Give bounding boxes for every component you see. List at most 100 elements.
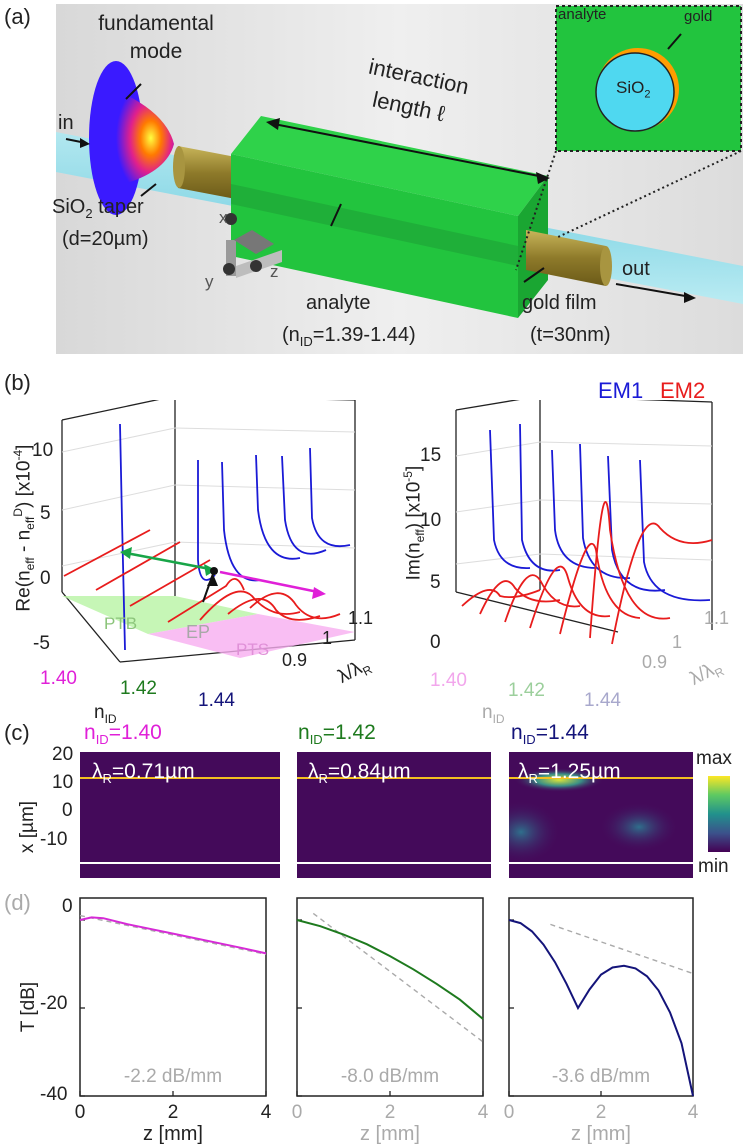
panel-a-illustration (56, 4, 743, 354)
x-tick-label: 0 (504, 1102, 515, 1123)
lambda-tick-11: 1.1 (348, 608, 374, 628)
x-axis-label-0: z [mm] (143, 1123, 203, 1145)
left-ytick-10: 10 (32, 440, 54, 461)
analyte-box-top (231, 116, 548, 216)
right-xtick-142: 1.42 (508, 680, 545, 701)
panel-c-ylabel: x [µm] (17, 800, 39, 854)
ep-label: EP (186, 622, 211, 642)
x-axis-label-2: z [mm] (571, 1123, 631, 1145)
transmission-curve-0 (79, 916, 267, 955)
x-tick-label: 2 (596, 1102, 607, 1123)
x-tick-label: 4 (261, 1102, 272, 1123)
pts-label: PTS (236, 640, 270, 659)
inset-gold-label: gold (684, 8, 713, 25)
slope-annotation-0: -2.2 dB/mm (124, 1066, 222, 1087)
panel-a-letter: (a) (4, 4, 31, 29)
panel-d-letter: (d) (4, 890, 31, 915)
panel-d-plots: 0 2 4 -2.2 dB/mm z [mm] 0 2 4 -8.0 dB/mm z [mm] 0 2… (75, 897, 699, 1145)
gold-segment-left (178, 146, 241, 200)
xtick-142: 1.42 (120, 678, 157, 699)
field-map-140 (80, 752, 280, 878)
colorbar-max: max (696, 748, 732, 769)
panel-d-ytick-20: -20 (40, 993, 68, 1014)
right-lambda-09: 0.9 (642, 652, 668, 672)
xlabel-nid: nID (94, 702, 117, 726)
em2-curves-left (63, 529, 341, 623)
left-ytick-0: 0 (40, 568, 51, 589)
colorbar-min: min (698, 856, 729, 877)
right-lambda-11: 1.1 (704, 608, 730, 628)
right-xtick-144: 1.44 (584, 690, 621, 711)
slope-annotation-2: -3.6 dB/mm (552, 1066, 650, 1087)
transmission-curve-2 (508, 919, 694, 1097)
taper-diameter: (d=20µm) (62, 228, 149, 250)
field-map-142 (297, 752, 491, 878)
right-lambda-1: 1 (672, 632, 683, 652)
x-tick-label: 2 (385, 1102, 396, 1123)
pts-region (148, 614, 355, 658)
lambda-r-144: λR=1.25µm (518, 760, 621, 787)
x-axis-label-1: z [mm] (360, 1123, 420, 1145)
analyte-box-front (231, 154, 518, 318)
panel-c-ytick-0: 0 (62, 800, 73, 821)
field-map-144 (509, 752, 693, 878)
lambda-r-140: λR=0.71µm (92, 760, 195, 787)
left-ytick-neg5: -5 (33, 633, 50, 654)
title-nid-140: nID=1.40 (84, 721, 162, 748)
em2-curves-right (461, 500, 713, 645)
slope-reference-line (79, 914, 267, 956)
panel-b-letter: (b) (4, 370, 31, 395)
ptb-label: PTB (104, 614, 138, 633)
title-nid-142: nID=1.42 (298, 721, 376, 748)
gold-segment-right (526, 230, 606, 286)
taper-label: SiO2 taper (52, 196, 144, 221)
right-ytick-5: 5 (430, 572, 441, 593)
panel-c-ytick-neg10: -10 (40, 829, 68, 850)
axis-y-label: y (205, 272, 214, 291)
right-ytick-10: 10 (420, 510, 442, 531)
ptb-region (62, 596, 258, 634)
right-ytick-0: 0 (430, 632, 441, 653)
slope-annotation-1: -8.0 dB/mm (341, 1066, 439, 1087)
x-tick-label: 4 (478, 1102, 489, 1123)
left-ytick-5: 5 (40, 503, 51, 524)
right-ytick-15: 15 (420, 445, 442, 466)
slope-reference-line (550, 923, 694, 975)
transmission-curve-1 (296, 919, 484, 1020)
inset-core-label: SiO2 (616, 78, 651, 101)
axis-x-label: x (219, 208, 228, 227)
lambda-tick-1: 1 (322, 628, 333, 648)
out-label: out (622, 258, 650, 280)
in-label: in (58, 112, 74, 134)
panel-b-3d-plots (61, 400, 713, 663)
panel-c-ytick-20: 20 (52, 744, 74, 765)
em1-curves-left (119, 423, 351, 651)
legend-em1: EM1 (598, 378, 644, 403)
lambda-r-142: λR=0.84µm (308, 760, 411, 787)
right-xtick-140: 1.40 (430, 670, 467, 691)
x-tick-label: 4 (688, 1102, 699, 1123)
x-tick-label: 0 (292, 1102, 303, 1123)
legend-em2: EM2 (660, 378, 706, 403)
lambda-tick-09: 0.9 (282, 650, 308, 670)
gold-thickness: (t=30nm) (530, 324, 611, 346)
analyte-label: analyte (306, 292, 371, 314)
gold-film-label: gold film (522, 292, 597, 314)
xtick-144: 1.44 (198, 690, 235, 711)
right-xlabel-nid: nID (482, 702, 505, 726)
fundamental-label: fundamental mode (98, 12, 214, 63)
left-ylabel: Re(neff - neffD) [x10-4] (10, 444, 38, 612)
inset-analyte-label: analyte (558, 6, 607, 23)
coordinate-triad (223, 213, 282, 278)
x-tick-label: 0 (75, 1102, 86, 1123)
colorbar (708, 776, 730, 852)
analyte-index: (nID=1.39-1.44) (282, 324, 416, 349)
x-tick-label: 2 (168, 1102, 179, 1123)
xtick-140: 1.40 (40, 668, 77, 689)
panel-c-ytick-10: 10 (52, 772, 74, 793)
axis-z-label: z (270, 262, 279, 281)
panel-d-ytick-40: -40 (40, 1084, 68, 1105)
panel-d-ytick-0: 0 (62, 896, 73, 917)
panel-c-letter: (c) (4, 720, 30, 745)
title-nid-144: nID=1.44 (511, 721, 589, 748)
